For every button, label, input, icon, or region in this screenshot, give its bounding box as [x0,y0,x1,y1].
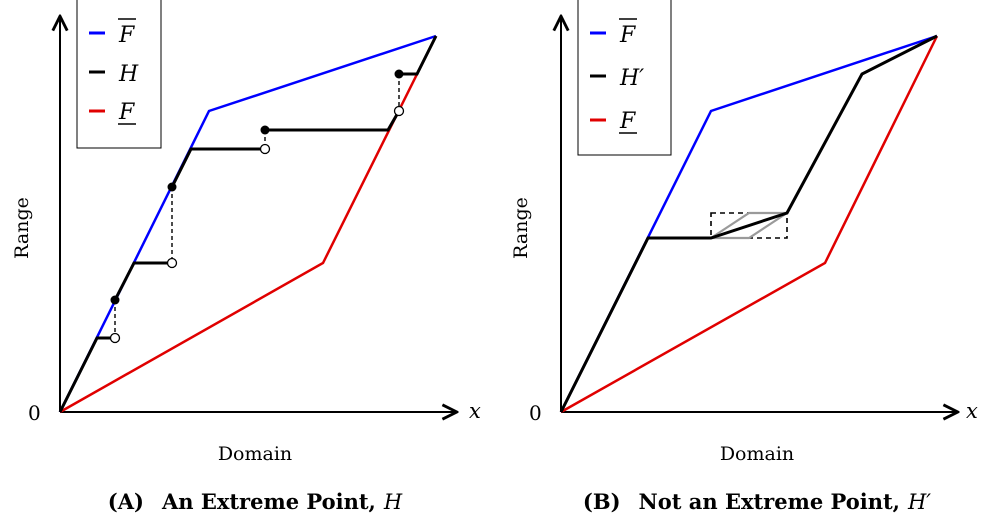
panel-a-legend-box [76,0,162,149]
panel-b-y-axis-label: Range [510,197,532,259]
panel-a-legend: F H F [76,0,162,149]
panel-a: F H F 0 x Domain Range (A) An Extreme Poi… [11,0,481,514]
panel-b-legend: F H′ F [577,0,672,156]
panel-a-caption-text: An Extreme Point, [161,489,376,514]
panel-a-legend-label-upper: F [118,23,135,48]
panel-a-caption-tag: (A) [108,489,144,514]
panel-a-caption: (A) An Extreme Point, H [108,489,403,514]
panel-a-legend-label-function: H [118,62,139,87]
panel-a-origin-label: 0 [28,401,41,425]
panel-b-x-axis-label: Domain [720,443,794,465]
panel-b-legend-label-lower: F [619,109,636,134]
panel-a-x-symbol: x [469,399,481,423]
panel-b-x-symbol: x [966,399,978,423]
panel-a-legend-label-lower: F [118,100,135,125]
panel-b-perturbation-paths [710,211,788,240]
panel-a-open-points [109,105,405,344]
panel-a-caption-var: H [383,490,403,514]
panel-a-closed-points [110,69,404,305]
panel-a-y-axis-label: Range [11,197,33,259]
panel-b-caption-var: H′ [907,490,931,514]
panel-b-caption-text: Not an Extreme Point, [639,489,900,514]
panel-b-origin-label: 0 [529,401,542,425]
panel-b-caption: (B) Not an Extreme Point, H′ [583,489,931,514]
panel-b-legend-label-upper: F [619,23,636,48]
panel-b-lower-bound-curve [560,35,939,414]
panel-b-function-curve [559,34,938,413]
panel-a-upper-bound-curve [58,34,437,413]
panel-b: F H′ F 0 x Domain Range (B) Not an Extrem… [510,0,978,514]
panel-b-legend-label-function: H′ [619,66,644,91]
panel-b-caption-tag: (B) [583,489,621,514]
panel-a-x-axis-label: Domain [218,443,292,465]
panel-a-step-function [58,35,438,413]
